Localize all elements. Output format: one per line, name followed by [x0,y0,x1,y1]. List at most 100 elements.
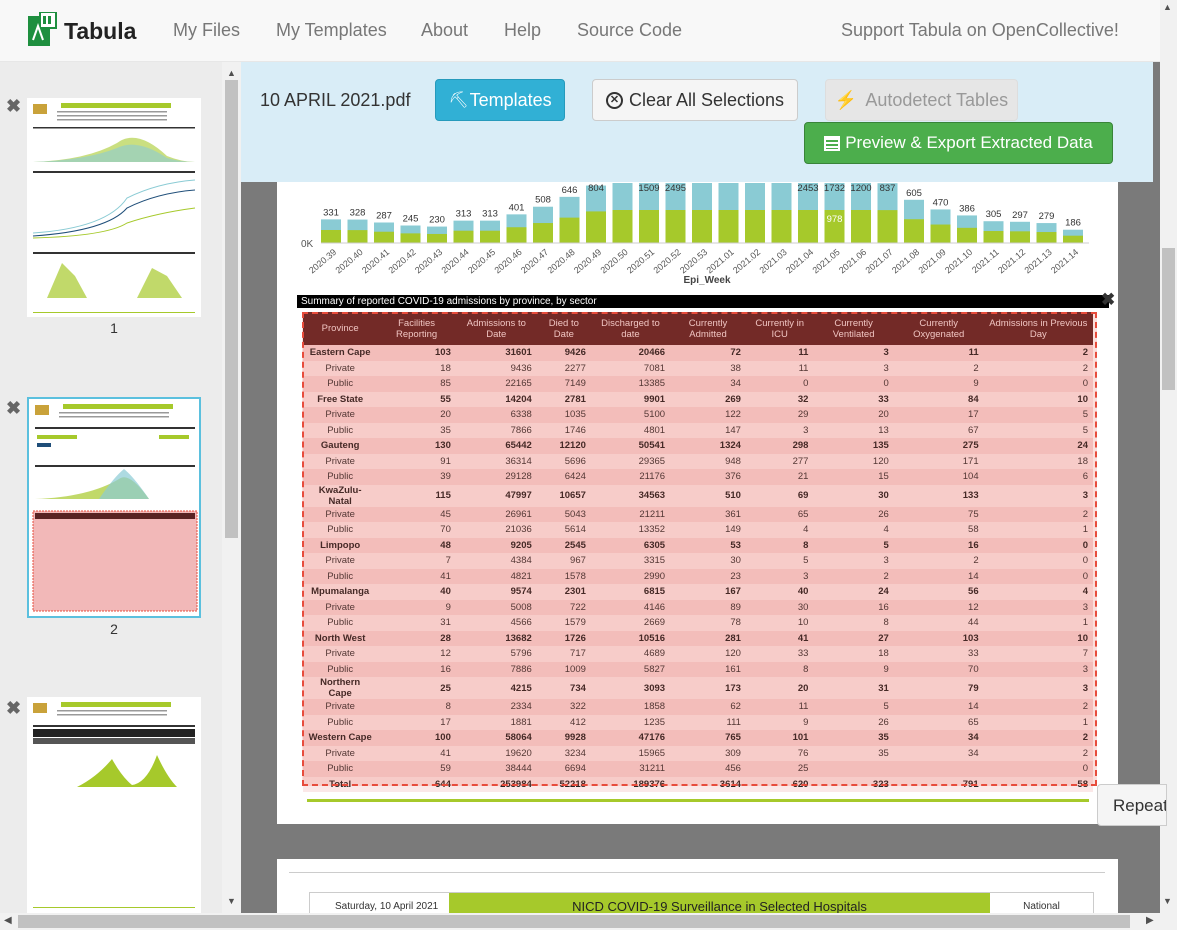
scroll-right-icon[interactable]: ▶ [1146,915,1154,926]
nav-about[interactable]: About [421,20,469,40]
chart-bar-segment [347,230,368,243]
table-cell: 130 [377,438,456,454]
table-row: Limpopo 48 9205 2545 6305 53 8 5 16 0 [303,537,1093,553]
table-cell: 5696 [536,453,591,469]
table-cell: 765 [670,730,746,746]
window-scroll-down-icon[interactable]: ▼ [1163,896,1172,906]
nav-source-code[interactable]: Source Code [577,20,683,40]
table-cell: 75 [893,506,984,522]
table-cell: Public [303,661,378,677]
table-row: Public 39 29128 6424 21176 376 21 15 104 6 [303,469,1093,485]
clear-selections-button[interactable]: ✕ Clear All Selections [592,79,798,121]
remove-page-1-icon[interactable]: ✖ [6,96,22,116]
x-tick-label: 2020.47 [519,247,550,276]
table-row: Northern Cape 25 4215 734 3093 173 20 31 79 3 [303,677,1093,699]
table-cell: 7 [377,553,456,569]
table-cell: 2990 [590,568,671,584]
x-tick-label: 2021.07 [863,247,894,276]
table-cell: Private [303,745,378,761]
chart-bar-segment [586,211,606,243]
chart-bar-segment [639,210,659,243]
autodetect-tables-button[interactable]: ⚡ Autodetect Tables [825,79,1018,121]
table-cell: 0 [983,761,1093,777]
scroll-down-icon[interactable]: ▼ [227,896,236,906]
page-thumbnail-2[interactable] [27,397,201,618]
table-cell: 7 [983,646,1093,662]
data-label: 646 [562,185,578,196]
table-cell: 2 [983,745,1093,761]
table-cell: 20 [377,407,456,423]
table-cell: Private [303,599,378,615]
table-cell: 111 [670,714,746,730]
templates-button[interactable]: ⛏ Templates [435,79,565,121]
table-cell: 277 [745,453,814,469]
table-cell: 7081 [590,360,671,376]
nav-my-templates[interactable]: My Templates [276,20,387,40]
data-label: 1732 [824,183,845,194]
remove-page-2-icon[interactable]: ✖ [6,398,22,418]
chart-bar-segment [692,210,712,243]
table-cell: Gauteng [303,438,378,454]
table-cell: 14204 [455,391,537,407]
thumbnail-2-preview [32,404,198,612]
window-scroll-thumb[interactable] [1162,248,1175,390]
data-label: 837 [880,183,896,194]
chart-bar-segment [559,217,580,243]
table-cell: 2 [983,506,1093,522]
sidebar-scroll-thumb[interactable] [225,80,238,538]
scroll-up-icon[interactable]: ▲ [227,68,236,78]
table-cell: 13 [813,422,894,438]
nav-my-files[interactable]: My Files [173,20,240,40]
table-row: Public 16 7886 1009 5827 161 8 9 70 3 [303,661,1093,677]
data-label: 605 [906,188,922,199]
table-cell: 2277 [536,360,591,376]
table-cell: 12120 [536,438,591,454]
remove-page-3-icon[interactable]: ✖ [6,698,22,718]
chart-bar-segment [904,219,924,243]
table-cell: 11 [893,345,984,361]
window-vertical-scrollbar[interactable]: ▲ ▼ [1160,0,1177,913]
chart-bar-segment [745,210,765,243]
table-cell: 149 [670,522,746,538]
admissions-table: Province Facilities Reporting Admissions t… [303,312,1093,792]
templates-icon: ⛏ [448,92,469,109]
page-thumbnail-1[interactable] [27,98,201,317]
window-scroll-up-icon[interactable]: ▲ [1163,2,1172,12]
window-horizontal-scrollbar[interactable]: ◀ ▶ [0,913,1177,930]
x-axis-label: Epi_Week [683,275,730,286]
clear-circle-icon: ✕ [605,91,623,109]
preview-export-button[interactable]: Preview & Export Extracted Data [804,122,1113,164]
table-cell: 55 [377,391,456,407]
table-cell: Free State [303,391,378,407]
nav-support[interactable]: Support Tabula on OpenCollective! [841,20,1119,40]
table-cell: 31211 [590,761,671,777]
x-tick-label: 2021.09 [916,247,947,276]
brand[interactable]: Tabula [26,12,136,48]
table-header-cell: Admissions in Previous Day [983,312,1093,345]
table-cell: Eastern Cape [303,345,378,361]
chart-bar-segment [453,230,474,243]
templates-button-label: Templates [469,89,552,110]
table-selection-area[interactable] [302,312,1097,786]
table-cell: 4384 [455,553,537,569]
table-cell: 20 [813,407,894,423]
table-cell: 10 [983,630,1093,646]
repeat-selection-button[interactable]: Repeat [1097,784,1167,826]
data-label: 508 [535,195,551,206]
sidebar-scrollbar[interactable]: ▲ ▼ [222,62,241,913]
nav-help[interactable]: Help [504,20,542,40]
scroll-left-icon[interactable]: ◀ [4,915,12,926]
table-cell: 100 [377,730,456,746]
x-tick-label: 2021.06 [837,247,868,276]
table-cell: 50541 [590,438,671,454]
table-cell: 12 [377,646,456,662]
table-cell: 6305 [590,537,671,553]
horizontal-scroll-thumb[interactable] [18,915,1130,928]
table-cell: 7866 [455,422,537,438]
remove-selection-icon[interactable]: ✖ [1101,290,1116,309]
page-thumbnail-3[interactable] [27,697,201,913]
table-cell: 32 [745,391,814,407]
table-title: Summary of reported COVID-19 admissions … [297,295,1109,308]
table-cell: 5 [745,553,814,569]
table-cell: Public [303,469,378,485]
